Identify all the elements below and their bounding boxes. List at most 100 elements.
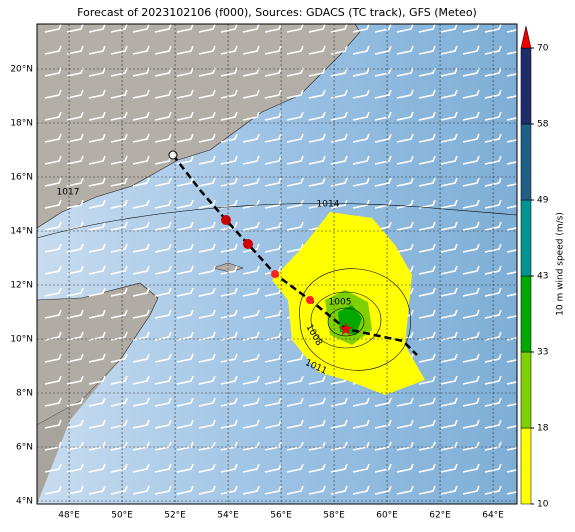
wind-barb — [330, 133, 348, 143]
lat-label: 8°N — [16, 389, 33, 399]
wind-barb — [44, 24, 62, 33]
wind-barb — [132, 375, 150, 385]
wind-barb — [66, 243, 84, 253]
wind-barb — [198, 89, 216, 99]
colorbar-tick-label: 43 — [537, 272, 548, 282]
wind-barb — [484, 177, 502, 187]
wind-barb — [66, 133, 84, 143]
wind-barb — [44, 133, 62, 143]
wind-barb — [484, 24, 502, 33]
track-point — [221, 215, 231, 225]
wind-barb — [396, 221, 414, 231]
wind-barb — [66, 331, 84, 341]
wind-barb — [286, 89, 304, 99]
wind-barb — [374, 155, 392, 165]
wind-barb — [220, 111, 238, 121]
wind-barb — [484, 199, 502, 209]
wind-barb — [440, 463, 458, 473]
wind-barb — [154, 243, 172, 253]
wind-barb — [506, 315, 517, 319]
lon-label: 64°E — [482, 511, 504, 521]
wind-barb — [462, 111, 480, 121]
colorbar: 10 18 33 43 49 58 70 — [520, 25, 549, 510]
wind-barb — [110, 177, 128, 187]
wind-barb — [506, 469, 517, 473]
wind-barb — [154, 265, 172, 275]
wind-barb — [198, 45, 216, 55]
wind-barb — [110, 397, 128, 407]
wind-barb — [462, 177, 480, 187]
wind-barb — [286, 485, 304, 495]
wind-barb — [220, 133, 238, 143]
wind-barb — [242, 353, 260, 363]
wind-barb — [176, 155, 194, 165]
wind-barb — [88, 397, 106, 407]
colorbar-label: 10 m wind speed (m/s) — [556, 212, 566, 316]
wind-barb — [44, 265, 62, 275]
land — [37, 360, 120, 504]
wind-barb — [506, 425, 517, 429]
wind-barb — [506, 73, 517, 77]
wind-barb — [242, 419, 260, 429]
wind-barb — [242, 89, 260, 99]
wind-barb — [264, 265, 282, 275]
wind-barb — [110, 111, 128, 121]
wind-barb — [418, 199, 436, 209]
wind-barb — [44, 111, 62, 121]
wind-barb — [484, 67, 502, 77]
wind-barb — [264, 67, 282, 77]
wind-barb — [308, 24, 326, 33]
wind-barb — [264, 353, 282, 363]
wind-barb — [110, 463, 128, 473]
wind-barb — [352, 199, 370, 209]
wind-barb — [176, 199, 194, 209]
wind-barb — [176, 67, 194, 77]
wind-barb — [440, 243, 458, 253]
wind-barb — [352, 397, 370, 407]
wind-barb — [396, 111, 414, 121]
wind-barb — [396, 24, 414, 33]
wind-barb — [66, 287, 84, 297]
wind-barb — [374, 419, 392, 429]
wind-barb — [418, 133, 436, 143]
wind-barb — [506, 95, 517, 99]
wind-barb — [44, 419, 62, 429]
wind-barb — [176, 485, 194, 495]
wind-barb — [110, 67, 128, 77]
colorbar-tick-label: 18 — [537, 424, 549, 434]
wind-barb — [462, 265, 480, 275]
wind-barb — [352, 133, 370, 143]
isobar-label: 1005 — [329, 298, 352, 308]
wind-barb — [506, 249, 517, 253]
wind-barb — [418, 111, 436, 121]
wind-barb — [198, 419, 216, 429]
wind-barb — [330, 89, 348, 99]
wind-barb — [462, 24, 480, 33]
colorbar-tick-label: 33 — [537, 348, 548, 358]
wind-barb — [506, 381, 517, 385]
wind-barb — [154, 45, 172, 55]
wind-barb — [418, 45, 436, 55]
wind-barb — [506, 293, 517, 297]
wind-barb — [308, 133, 326, 143]
wind-barb — [242, 221, 260, 231]
wind-barb — [506, 183, 517, 187]
wind-barb — [132, 463, 150, 473]
colorbar-segment — [520, 47, 532, 125]
wind-barb — [44, 397, 62, 407]
wind-barb — [198, 397, 216, 407]
colorbar-segment — [520, 351, 532, 429]
colorbar-tick-label: 10 — [537, 500, 549, 510]
wind-barb — [242, 111, 260, 121]
colorbar-tick-label: 58 — [537, 120, 549, 130]
wind-barb — [286, 133, 304, 143]
wind-barb — [220, 485, 238, 495]
wind-barb — [154, 309, 172, 319]
wind-barb — [154, 331, 172, 341]
wind-barb — [462, 375, 480, 385]
wind-barb — [44, 177, 62, 187]
wind-barb — [198, 353, 216, 363]
track-point — [243, 239, 253, 249]
wind-barb — [462, 485, 480, 495]
wind-barb — [286, 111, 304, 121]
